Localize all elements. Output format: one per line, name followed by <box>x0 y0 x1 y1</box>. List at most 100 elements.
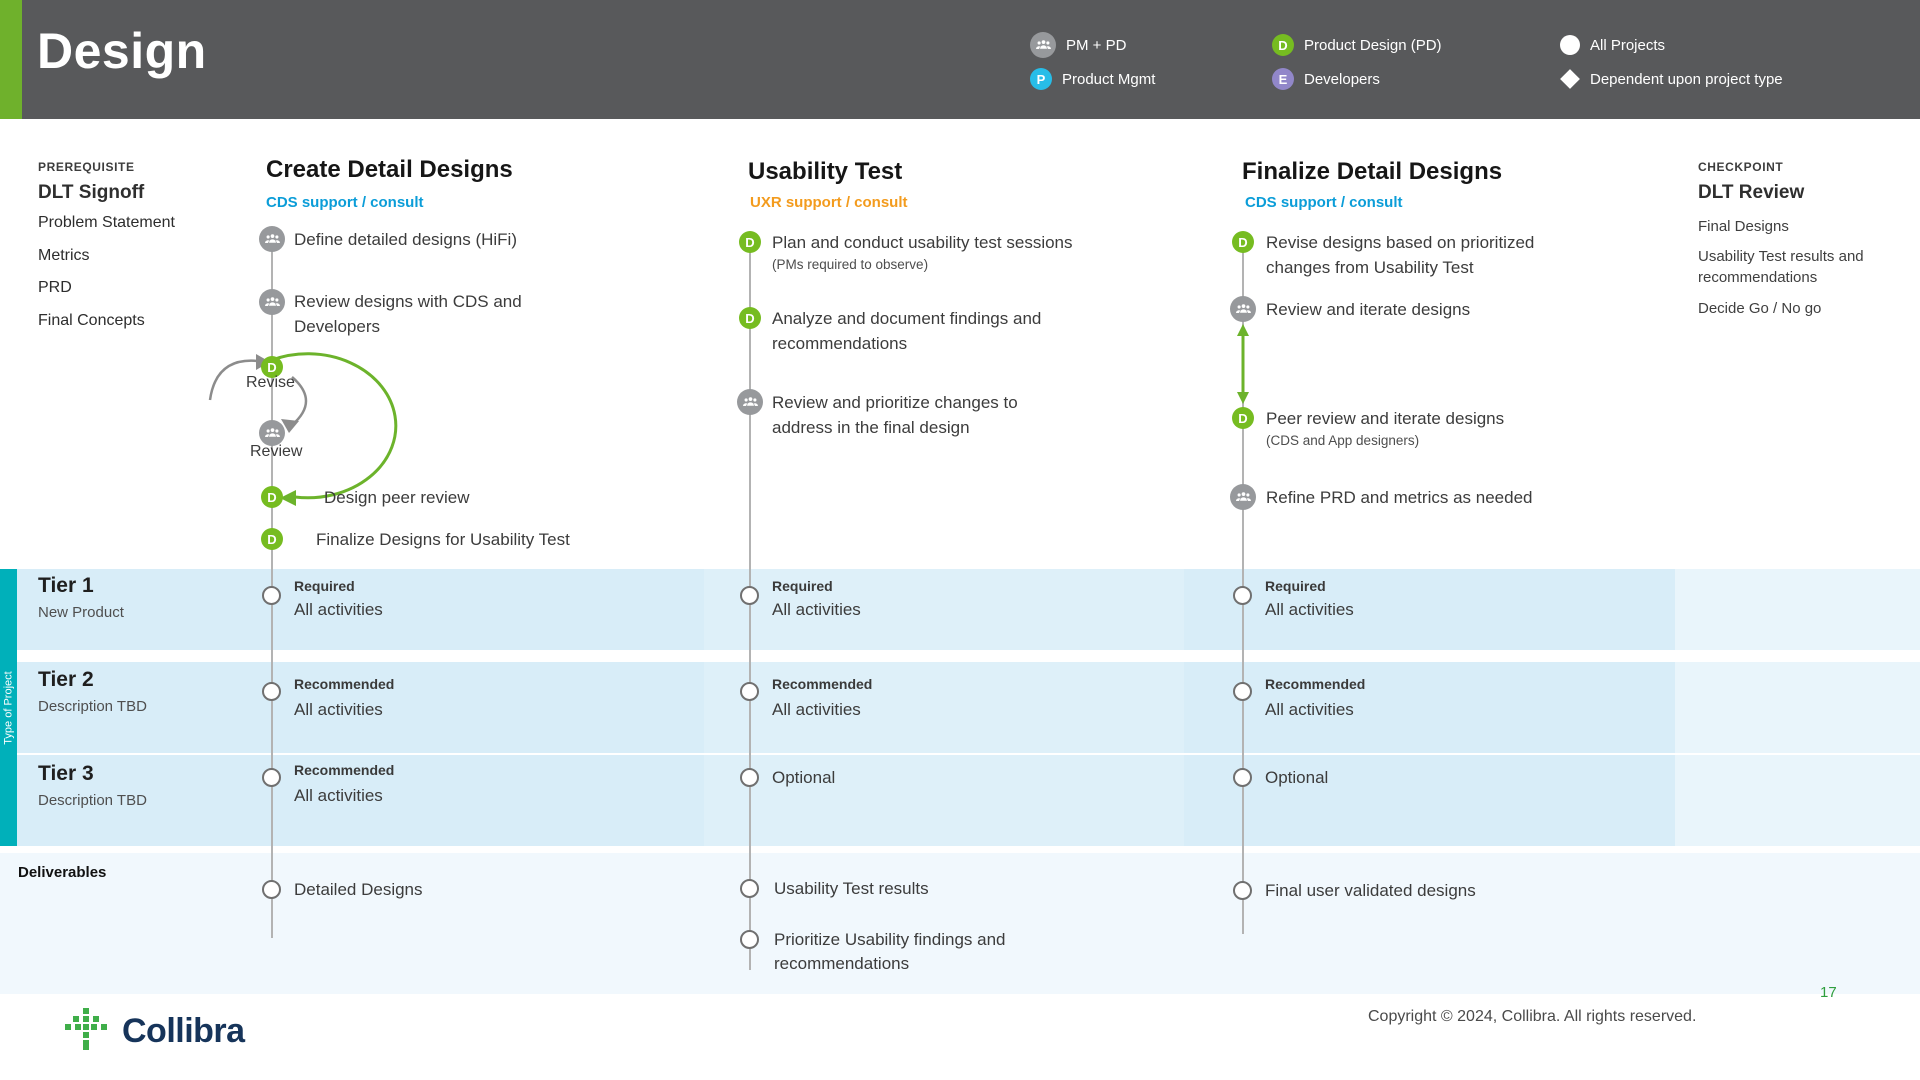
checkpoint-item: Decide Go / No go <box>1698 300 1822 317</box>
step-review-with-cds: Review designs with CDS and Developers <box>294 292 522 336</box>
legend-item-product-design: D Product Design (PD) <box>1272 31 1442 59</box>
prerequisite-title: DLT Signoff <box>38 182 145 203</box>
tier-band-segment <box>704 569 1184 650</box>
tier-node <box>740 768 759 787</box>
deliverable-node <box>740 930 759 949</box>
tier1-band <box>0 569 1920 650</box>
tier3-desc: Description TBD <box>38 792 147 809</box>
step-define-designs: Define detailed designs (HiFi) <box>294 230 517 249</box>
product-design-icon: D <box>261 486 283 508</box>
page-title: Design <box>37 23 207 79</box>
checkpoint-item: Final Designs <box>1698 218 1789 235</box>
people-icon <box>259 289 285 315</box>
people-icon <box>1030 32 1056 58</box>
tier2-col3-detail: All activities <box>1265 700 1354 719</box>
tier-node <box>1233 682 1252 701</box>
type-of-project-bar: Type of Project <box>0 569 17 846</box>
legend-item-developers: E Developers <box>1272 65 1380 93</box>
column-subtitle: UXR support / consult <box>750 194 908 211</box>
people-icon <box>1230 484 1256 510</box>
revise-review-loop-arrows <box>208 352 398 506</box>
prerequisite-item: Metrics <box>38 247 90 264</box>
tier1-col3-detail: All activities <box>1265 600 1354 619</box>
collibra-wordmark: Collibra <box>122 1012 245 1050</box>
tier2-desc: Description TBD <box>38 698 147 715</box>
tier2-col1-detail: All activities <box>294 700 383 719</box>
step-prioritize-changes: Review and prioritize changes to address… <box>772 393 1018 437</box>
legend-label: PM + PD <box>1066 36 1127 54</box>
step-finalize-designs: Finalize Designs for Usability Test <box>316 530 570 549</box>
tier2-col2-detail: All activities <box>772 700 861 719</box>
tier2-col3-level: Recommended <box>1265 676 1366 692</box>
deliverable-node <box>1233 881 1252 900</box>
tier3-band <box>0 755 1920 846</box>
legend-label: Product Design (PD) <box>1304 36 1442 54</box>
timeline-create-detail-designs <box>271 232 273 938</box>
tier-node <box>740 682 759 701</box>
tier3-name: Tier 3 <box>38 762 94 785</box>
deliverables-band <box>0 853 1920 994</box>
tier2-band <box>0 662 1920 753</box>
tier-node <box>262 768 281 787</box>
timeline-finalize-detail-designs <box>1242 234 1244 934</box>
tier-node <box>1233 768 1252 787</box>
deliverable-detailed-designs: Detailed Designs <box>294 880 423 899</box>
tier3-col1-detail: All activities <box>294 786 383 805</box>
product-design-icon: D <box>1272 34 1294 56</box>
tier-band-segment <box>1675 755 1920 846</box>
tier3-col3-optional: Optional <box>1265 768 1329 787</box>
step-peer-review-iterate: Peer review and iterate designs <box>1266 409 1505 428</box>
column-title-usability-test: Usability Test <box>748 158 903 185</box>
step-plan-sessions: Plan and conduct usability test sessions <box>772 233 1073 252</box>
column-title-create-detail-designs: Create Detail Designs <box>266 156 513 183</box>
prerequisite-item: Problem Statement <box>38 214 175 231</box>
tier-node <box>262 682 281 701</box>
step-peer-note: (CDS and App designers) <box>1266 433 1420 448</box>
tier1-col2-detail: All activities <box>772 600 861 619</box>
collibra-logo-icon <box>65 1008 107 1050</box>
product-design-icon: D <box>739 307 761 329</box>
tier-band-segment <box>704 755 1184 846</box>
deliverable-final-designs: Final user validated designs <box>1265 881 1476 900</box>
product-design-icon: D <box>1232 407 1254 429</box>
tier1-col1-detail: All activities <box>294 600 383 619</box>
deliverables-label: Deliverables <box>18 864 107 881</box>
step-design-peer-review: Design peer review <box>324 488 470 507</box>
checkpoint-title: DLT Review <box>1698 182 1805 203</box>
legend-item-pm-pd: PM + PD <box>1030 31 1126 59</box>
loop-revise-label: Revise <box>246 374 295 391</box>
legend-item-all-projects: All Projects <box>1560 31 1665 59</box>
tier1-col1-level: Required <box>294 578 355 594</box>
tier-node <box>740 586 759 605</box>
people-icon <box>259 226 285 252</box>
tier1-desc: New Product <box>38 604 124 621</box>
people-icon <box>737 389 763 415</box>
tier-node <box>262 586 281 605</box>
legend-label: All Projects <box>1590 36 1666 54</box>
tier3-col1-level: Recommended <box>294 762 395 778</box>
developers-icon: E <box>1272 68 1294 90</box>
tier1-col3-level: Required <box>1265 578 1326 594</box>
product-design-icon: D <box>261 528 283 550</box>
prerequisite-item: PRD <box>38 279 72 296</box>
people-icon <box>1230 296 1256 322</box>
prerequisite-item: Final Concepts <box>38 312 145 329</box>
legend-label: Product Mgmt <box>1062 70 1156 88</box>
product-design-icon: D <box>1232 231 1254 253</box>
tier-band-segment <box>1675 662 1920 753</box>
copyright-text: Copyright © 2024, Collibra. All rights r… <box>1368 1008 1697 1025</box>
product-mgmt-icon: P <box>1030 68 1052 90</box>
tier-band-segment <box>704 662 1184 753</box>
all-projects-icon <box>1560 35 1580 55</box>
iterate-double-arrow <box>1237 324 1249 404</box>
type-of-project-label: Type of Project <box>2 670 15 745</box>
step-analyze-findings: Analyze and document findings and recomm… <box>772 309 1042 353</box>
step-refine-prd: Refine PRD and metrics as needed <box>1266 488 1533 507</box>
prerequisite-kicker: PREREQUISITE <box>38 160 135 174</box>
page-number: 17 <box>1820 984 1837 1001</box>
column-subtitle: CDS support / consult <box>266 194 424 211</box>
checkpoint-kicker: CHECKPOINT <box>1698 160 1784 174</box>
deliverable-node <box>740 879 759 898</box>
tier2-col1-level: Recommended <box>294 676 395 692</box>
